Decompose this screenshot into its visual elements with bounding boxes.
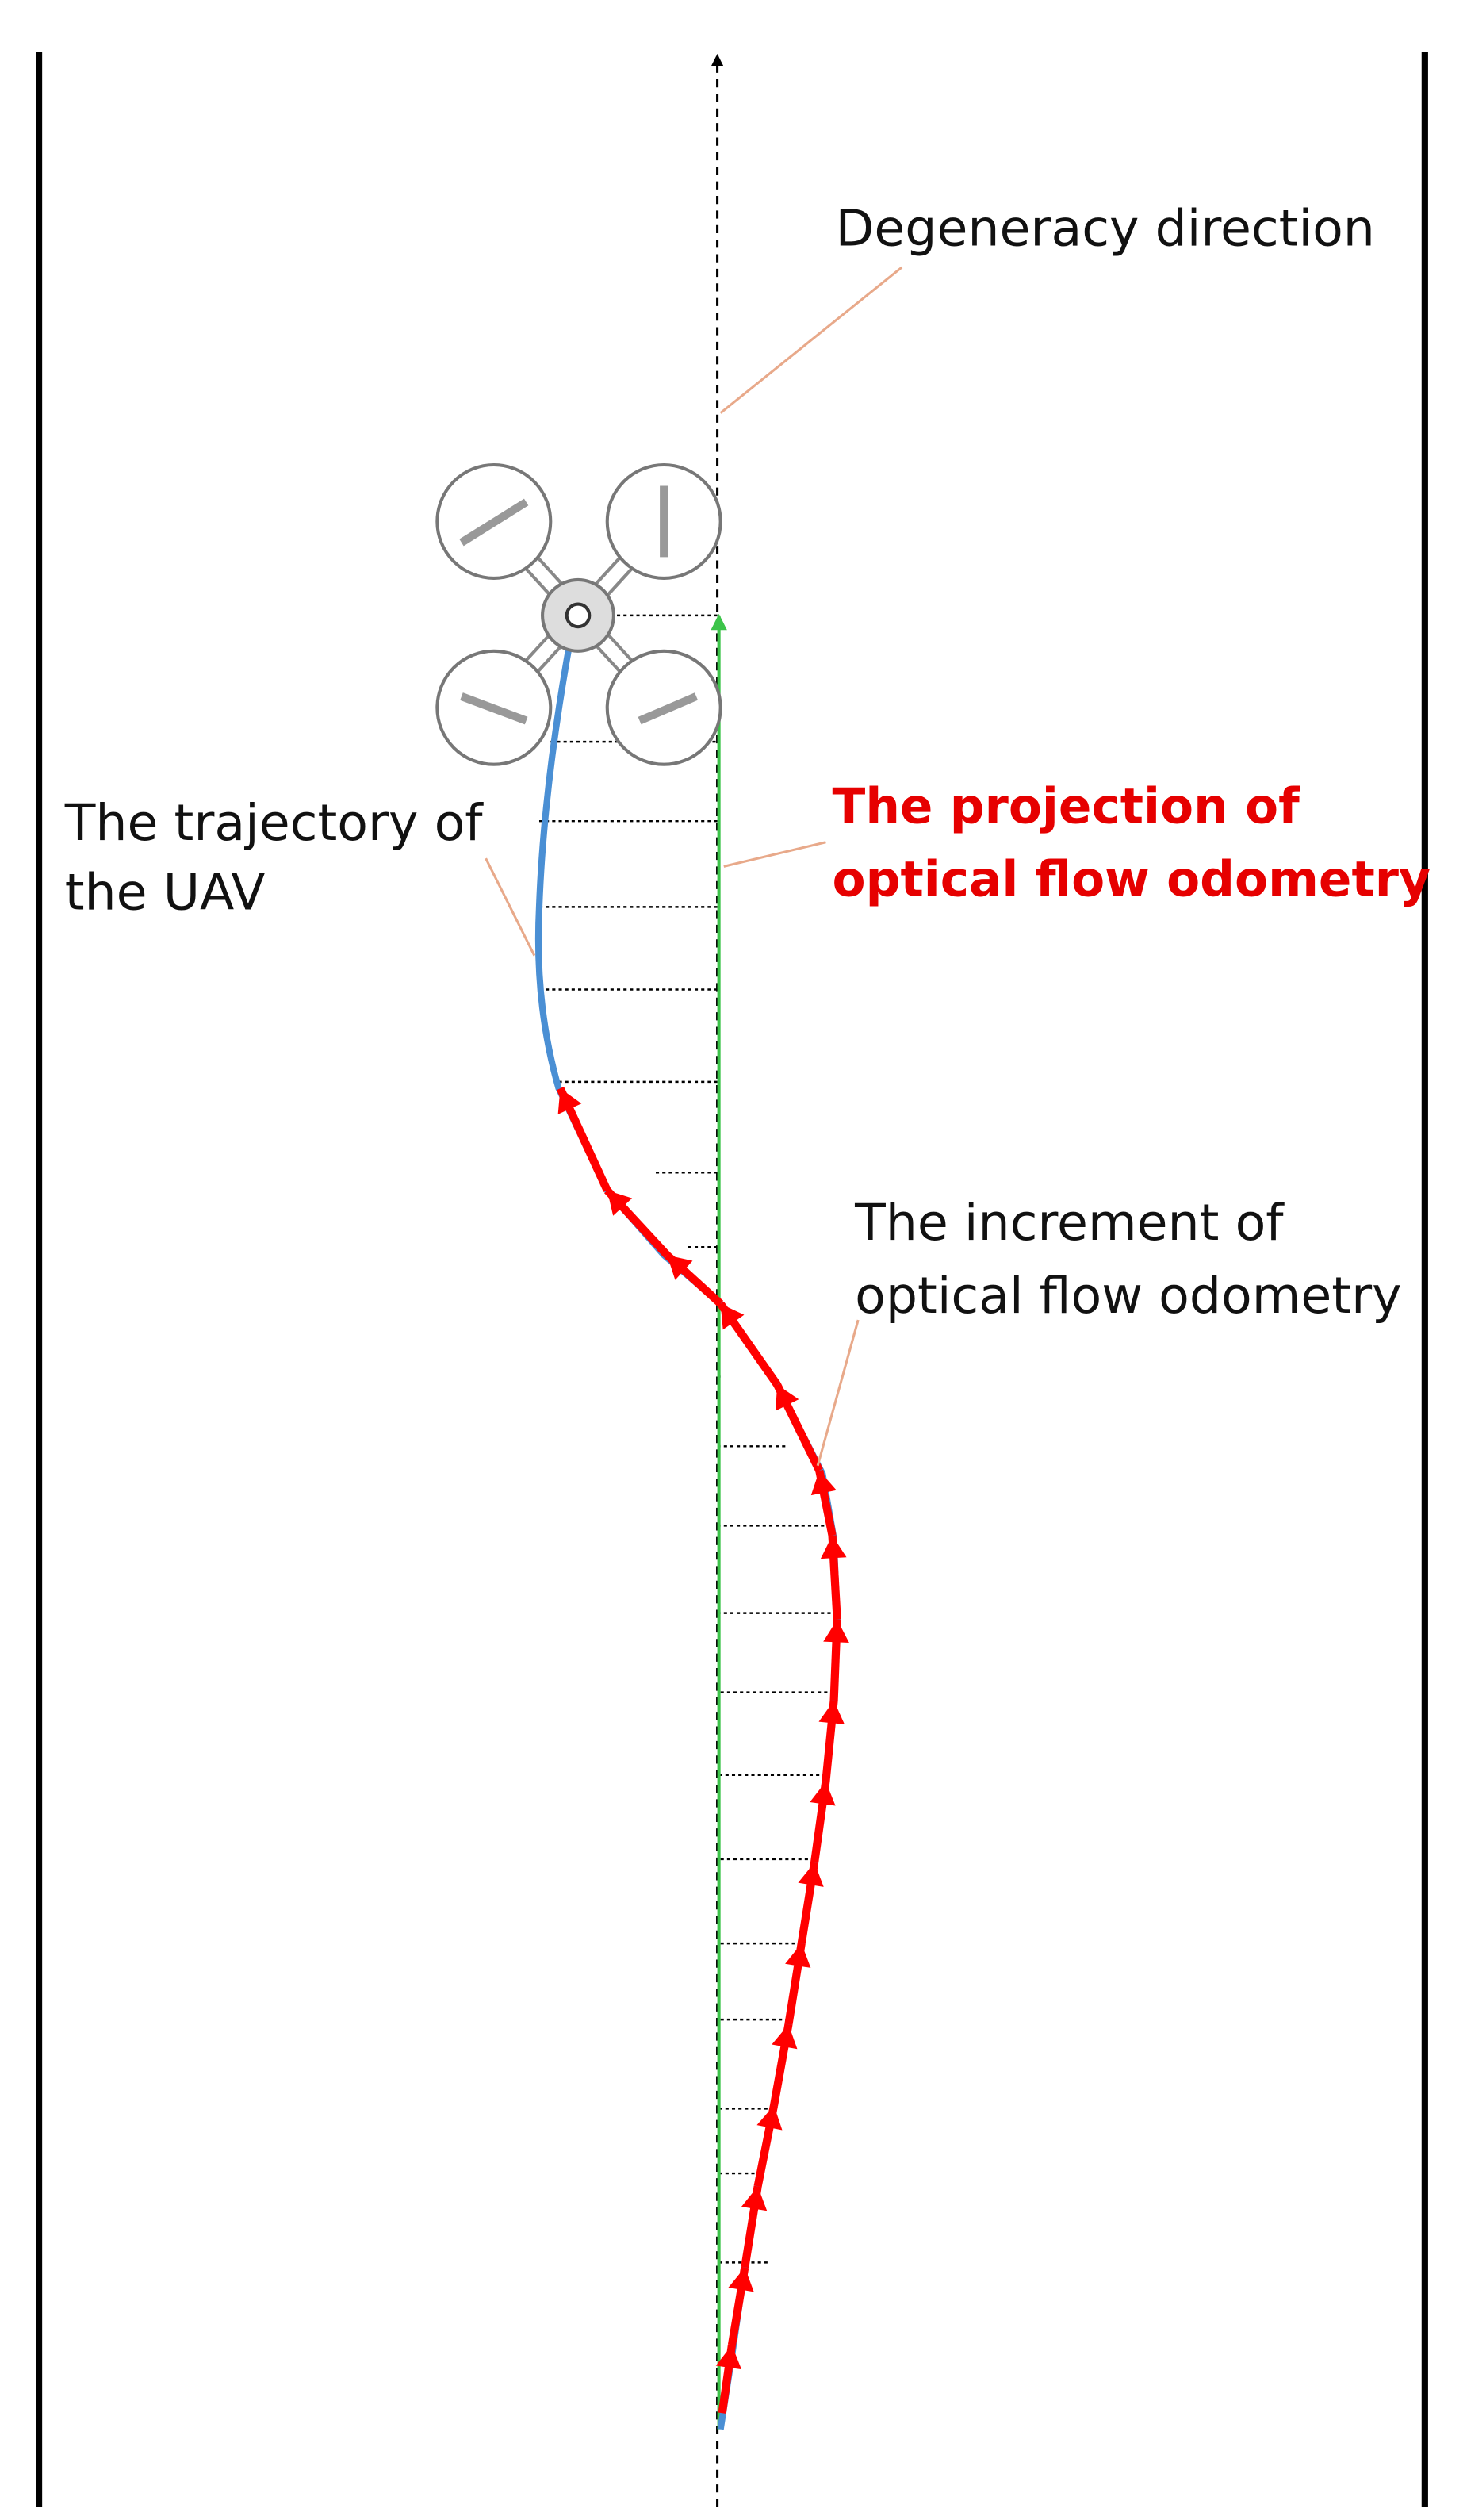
increment-arrow [727,2266,754,2346]
trajectory-label: The trajectory of [64,793,485,852]
increment-label: optical flow odometry [855,1266,1401,1325]
increment-arrow [823,1619,849,1701]
increment-arrow [741,2185,768,2269]
increment-arrow [770,2023,798,2107]
increment-arrow [556,1086,611,1192]
increment-arrow [717,1301,781,1387]
odometry-increments [556,1086,849,2414]
increment-arrow [773,1383,823,1473]
increment-arrow [820,1535,847,1621]
degeneracy-label: Degeneracy direction [836,199,1375,258]
trajectory-label: the UAV [65,863,266,922]
increment-arrow [784,1943,811,2026]
increment-arrow [753,2104,783,2188]
projection-label: optical flow odometry [833,851,1431,907]
leader-lines [485,266,903,1467]
increment-arrow [603,1187,671,1258]
increment-arrow [715,2344,742,2414]
projection-label: The projection of [833,778,1301,834]
increment-arrow [818,1700,845,1782]
projection-lines [538,614,837,2264]
walls [35,52,1428,2507]
increment-arrow [810,1469,837,1536]
increment-arrow [664,1252,724,1307]
uav-trajectory [534,615,841,2430]
increment-arrow [810,1781,836,1863]
increment-label: The increment of [854,1193,1285,1252]
increment-arrow [797,1862,824,1944]
drone [435,462,722,766]
